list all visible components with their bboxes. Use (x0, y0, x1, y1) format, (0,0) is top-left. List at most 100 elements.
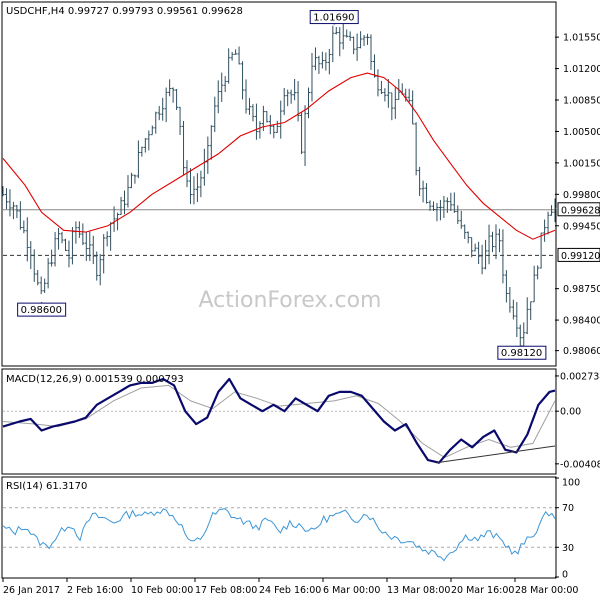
ohlc-bar (491, 231, 495, 253)
ohlc-bar (43, 278, 47, 293)
ohlc-bar (126, 175, 130, 208)
price-annotation: 0.98120 (497, 345, 547, 360)
price-title: USDCHF,H4 0.99727 0.99793 0.99561 0.9962… (6, 6, 243, 17)
y-tick-label: 1.01200 (563, 64, 600, 75)
ohlc-bar (320, 51, 324, 69)
ohlc-bar (414, 122, 418, 176)
price-series: 1.01690 0.98600 0.98120 (1, 10, 557, 360)
y-tick-label: 0.98750 (563, 284, 600, 295)
ohlc-bar (511, 299, 515, 320)
ohlc-bar (275, 120, 279, 133)
ohlc-bar (247, 98, 251, 115)
ohlc-bar (438, 199, 442, 221)
ohlc-bar (379, 80, 383, 94)
ohlc-bar (522, 322, 526, 347)
axes: 1.01550 1.01200 1.00850 1.00500 1.00150 0.998… (2, 33, 600, 596)
ohlc-bar (456, 205, 460, 224)
ohlc-bar (237, 46, 241, 65)
x-tick-label: 20 Mar 16:00 (451, 585, 514, 596)
ohlc-bar (67, 240, 71, 268)
ohlc-bar (425, 183, 429, 204)
ohlc-bar (421, 180, 425, 203)
ohlc-bar (497, 228, 501, 253)
ohlc-bar (22, 220, 26, 234)
ohlc-bar (372, 54, 376, 78)
rsi-series (2, 507, 556, 562)
ohlc-bar (254, 103, 258, 140)
ohlc-bar (29, 241, 33, 270)
ohlc-bar (359, 31, 363, 49)
ohlc-bar (501, 229, 505, 284)
ohlc-bar (258, 121, 262, 139)
price-annotation: 0.98600 (17, 302, 67, 317)
ohlc-bar (119, 196, 123, 215)
ohlc-bar (470, 237, 474, 258)
ohlc-bar (313, 47, 317, 71)
ohlc-bar (355, 33, 359, 61)
ohlc-bar (53, 231, 57, 267)
ohlc-bar (161, 97, 165, 121)
ohlc-bar (18, 201, 22, 230)
macd-y-tick-label: 0.00 (560, 407, 581, 418)
ohlc-bar (487, 224, 491, 265)
ohlc-bar (234, 49, 238, 55)
ohlc-bar (289, 89, 293, 104)
ohlc-bar (147, 130, 151, 151)
y-tick-label: 1.00850 (563, 96, 600, 107)
ohlc-bar (418, 166, 422, 196)
ohlc-bar (11, 201, 15, 220)
x-tick-label: 17 Feb 08:00 (195, 585, 257, 596)
ohlc-bar (1, 186, 5, 197)
ohlc-bar (136, 140, 140, 179)
ohlc-bar (46, 258, 50, 289)
ohlc-bar (532, 265, 536, 303)
ohlc-bar (362, 34, 366, 46)
ohlc-bar (60, 231, 64, 244)
rsi-y-tick-label: 70 (562, 503, 574, 514)
svg-text:0.99120: 0.99120 (561, 251, 600, 262)
ohlc-bar (331, 25, 335, 63)
ohlc-bar (206, 136, 210, 174)
ohlc-bar (171, 87, 175, 103)
ohlc-bar (175, 89, 179, 110)
price-panel (1, 1, 557, 367)
ohlc-bar (50, 249, 54, 267)
ohlc-bar (442, 195, 446, 218)
rsi-title: RSI(14) 61.3170 (6, 481, 87, 492)
ohlc-bar (345, 29, 349, 38)
macd-y-tick-label: 0.002738 (560, 371, 600, 382)
ohlc-bar (282, 87, 286, 116)
ohlc-bar (334, 27, 338, 35)
ohlc-bar (84, 232, 88, 261)
ohlc-bar (209, 125, 213, 160)
ohlc-bar (195, 173, 199, 203)
ohlc-bar (553, 198, 557, 223)
ohlc-bar (369, 34, 373, 70)
ohlc-bar (220, 72, 224, 102)
rsi-y-tick-label: 100 (562, 478, 580, 489)
ohlc-bar (88, 231, 92, 261)
ohlc-bar (484, 239, 488, 270)
support-level-tag: 0.99120 (557, 247, 600, 262)
ohlc-bar (168, 79, 172, 97)
ohlc-bar (390, 92, 394, 121)
ohlc-bar (154, 111, 158, 134)
ohlc-bar (404, 88, 408, 102)
ohlc-bar (178, 106, 182, 135)
x-tick-label: 6 Mar 00:00 (323, 585, 380, 596)
ohlc-bar (230, 51, 234, 61)
ohlc-bar (279, 100, 283, 139)
ohlc-bar (504, 270, 508, 303)
watermark: ActionForex.com (199, 288, 382, 313)
svg-text:0.99628: 0.99628 (561, 205, 600, 216)
ohlc-bar (272, 124, 276, 139)
ohlc-bar (515, 302, 519, 338)
ohlc-bar (310, 53, 314, 102)
ohlc-bar (539, 232, 543, 269)
ohlc-bar (98, 254, 102, 286)
ohlc-bar (188, 168, 192, 205)
ohlc-bar (95, 251, 99, 281)
price-annotation: 1.01690 (309, 10, 359, 25)
ohlc-bar (77, 221, 81, 238)
